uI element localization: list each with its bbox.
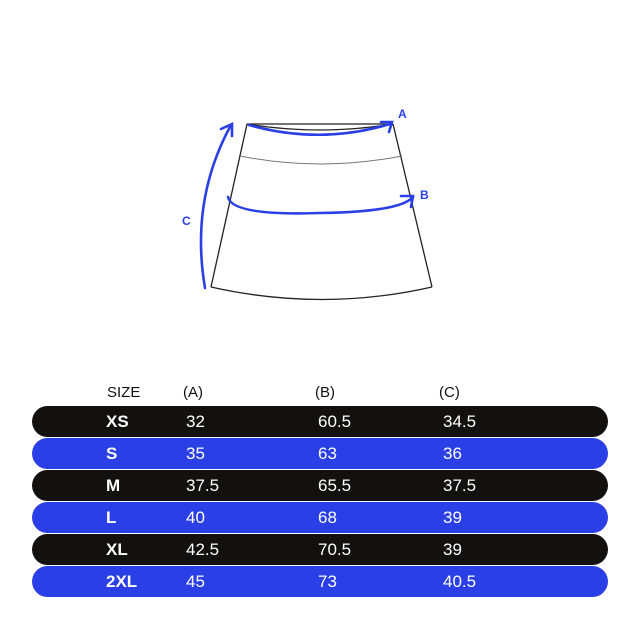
- cell-size: XS: [106, 412, 129, 431]
- cell-size: L: [106, 508, 117, 527]
- cell-b: 65.5: [318, 476, 352, 495]
- table-row: M 37.5 65.5 37.5: [32, 470, 608, 501]
- cell-b: 68: [318, 508, 337, 527]
- cell-c: 37.5: [443, 476, 477, 495]
- cell-size: 2XL: [106, 572, 138, 591]
- table-row: S 35 63 36: [32, 438, 608, 469]
- cell-a: 37.5: [186, 476, 220, 495]
- cell-c: 39: [443, 508, 462, 527]
- table-row: XS 32 60.5 34.5: [32, 406, 608, 437]
- header-c: (C): [439, 384, 460, 401]
- label-a: A: [398, 107, 407, 121]
- cell-c: 34.5: [443, 412, 477, 431]
- cell-a: 32: [186, 412, 205, 431]
- cell-a: 40: [186, 508, 205, 527]
- label-b: B: [420, 188, 429, 202]
- cell-a: 42.5: [186, 540, 220, 559]
- table-row: XL 42.5 70.5 39: [32, 534, 608, 565]
- table-row: L 40 68 39: [32, 502, 608, 533]
- label-c: C: [182, 214, 191, 228]
- cell-c: 36: [443, 444, 462, 463]
- measure-arrows: [199, 120, 415, 290]
- skirt-outline: [210, 123, 433, 301]
- length-arrow-c: [199, 123, 233, 290]
- cell-c: 39: [443, 540, 462, 559]
- cell-b: 73: [318, 572, 337, 591]
- cell-size: M: [106, 476, 121, 495]
- table-row: 2XL 45 73 40.5: [32, 566, 608, 597]
- cell-b: 70.5: [318, 540, 352, 559]
- cell-a: 35: [186, 444, 205, 463]
- cell-size: S: [106, 444, 118, 463]
- cell-c: 40.5: [443, 572, 477, 591]
- cell-size: XL: [106, 540, 128, 559]
- header-a: (A): [183, 384, 203, 401]
- header-size: SIZE: [107, 384, 141, 401]
- header-b: (B): [315, 384, 335, 401]
- cell-b: 60.5: [318, 412, 352, 431]
- hip-arrow-b: [226, 195, 415, 215]
- cell-b: 63: [318, 444, 337, 463]
- cell-a: 45: [186, 572, 205, 591]
- waist-arrow-a: [247, 122, 392, 137]
